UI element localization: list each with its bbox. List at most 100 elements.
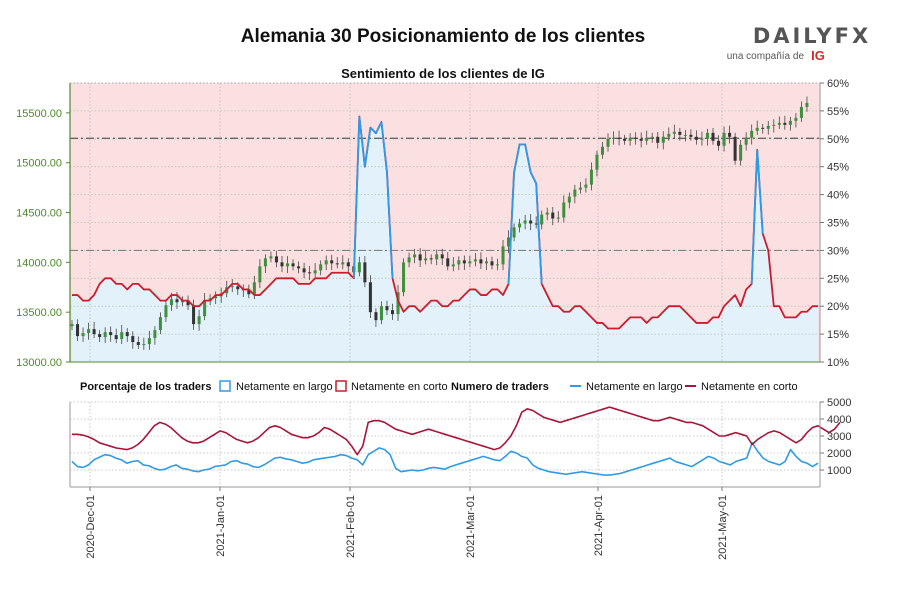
candle-body — [335, 263, 339, 265]
chart-title: Sentimiento de los clientes de IG — [341, 66, 545, 81]
candle-body — [87, 329, 91, 334]
candle-body — [777, 122, 781, 125]
ig-badge: IG — [811, 48, 825, 63]
candle-body — [799, 106, 803, 118]
candle-body — [164, 305, 168, 318]
legend: Porcentaje de los traders Netamente en la… — [80, 380, 798, 393]
candle-body — [192, 305, 196, 325]
right-tick-label: 40% — [827, 190, 849, 202]
main-chart: 13000.00 13500.00 14000.00 14500.00 15000.00… — [16, 78, 849, 369]
candle-body — [639, 138, 643, 141]
candle-body — [694, 136, 698, 140]
candle-body — [308, 272, 312, 274]
candle-body — [573, 189, 577, 197]
candle-body — [551, 212, 555, 219]
right-tick-label: 20% — [827, 301, 849, 313]
candle-body — [750, 130, 754, 138]
candle-body — [357, 262, 361, 273]
candle-body — [589, 169, 593, 185]
candle-body — [507, 237, 511, 247]
page-title: Alemania 30 Posicionamiento de los clien… — [241, 26, 645, 47]
candle-body — [109, 332, 113, 336]
candle-body — [617, 137, 621, 139]
candle-body — [330, 260, 334, 264]
candle-body — [678, 131, 682, 135]
candle-body — [341, 262, 345, 265]
candle-body — [788, 120, 792, 125]
x-tick-label: 2021-Jan-01 — [215, 495, 227, 557]
right-tick-label: 45% — [827, 162, 849, 174]
candle-body — [346, 262, 350, 267]
candle-body — [739, 144, 743, 161]
right-tick-label: 35% — [827, 218, 849, 230]
candle-body — [534, 223, 538, 225]
candle-body — [457, 260, 461, 265]
right-tick-label: 30% — [827, 245, 849, 257]
right-tick-label: 15% — [827, 329, 849, 341]
candle-body — [302, 268, 306, 273]
legend-count-short-label: Netamente en corto — [701, 381, 798, 393]
long-sentiment-line — [352, 116, 764, 284]
candle-body — [567, 196, 571, 203]
candle-body — [661, 136, 665, 143]
candle-body — [114, 335, 118, 340]
traders-long-line — [71, 442, 819, 476]
x-tick-label: 2020-Dec-01 — [85, 495, 97, 559]
candle-body — [440, 254, 444, 259]
candle-body — [700, 138, 704, 140]
candle-body — [584, 184, 588, 188]
candle-body — [230, 286, 234, 288]
legend-short-swatch — [335, 380, 347, 392]
candle-body — [92, 329, 96, 335]
candle-body — [656, 136, 660, 143]
candle-body — [379, 306, 383, 321]
traders-chart: 1000 2000 3000 4000 5000 2020-Dec-01 2021-Jan-… — [69, 397, 851, 560]
legend-group-count: Numero de traders — [451, 381, 549, 393]
x-tick-label: 2021-Apr-01 — [593, 495, 605, 556]
candle-body — [396, 292, 400, 315]
candle-body — [131, 336, 135, 343]
candle-body — [634, 137, 638, 139]
candle-body — [197, 316, 201, 325]
candle-body — [473, 259, 477, 262]
candle-body — [512, 227, 516, 238]
legend-group-percent: Porcentaje de los traders — [80, 381, 211, 393]
x-tick-label: 2021-Mar-01 — [465, 495, 477, 558]
candle-body — [479, 259, 483, 264]
candle-body — [562, 202, 566, 218]
candle-body — [291, 263, 295, 267]
candle-body — [545, 212, 549, 215]
candle-body — [484, 261, 488, 264]
short-sentiment-line — [72, 115, 818, 330]
legend-count-long-label: Netamente en largo — [586, 381, 683, 393]
legend-long-label: Netamente en largo — [236, 381, 333, 393]
candle-body — [766, 125, 770, 129]
candle-body — [612, 137, 616, 139]
candle-body — [628, 137, 632, 141]
candle-body — [147, 338, 151, 345]
candle-body — [247, 290, 251, 295]
right-tick-label: 10% — [827, 357, 849, 369]
candle-body — [446, 258, 450, 267]
candle-body — [429, 258, 433, 260]
traders-tick-label: 3000 — [827, 431, 851, 443]
candle-body — [186, 300, 190, 306]
candle-body — [125, 332, 129, 337]
candle-body — [208, 298, 212, 301]
candle-body — [435, 254, 439, 260]
candle-body — [623, 138, 627, 141]
candle-body — [319, 264, 323, 271]
candle-body — [258, 266, 262, 283]
candle-body — [153, 330, 157, 339]
candle-body — [650, 136, 654, 138]
traders-tick-label: 4000 — [827, 414, 851, 426]
candle-body — [711, 132, 715, 141]
left-tick-label: 13000.00 — [16, 357, 62, 369]
candle-body — [98, 334, 102, 338]
candle-body — [744, 137, 748, 145]
candle-body — [158, 317, 162, 331]
right-tick-label: 55% — [827, 106, 849, 118]
candle-body — [761, 127, 765, 129]
long-fill-area — [72, 116, 818, 362]
